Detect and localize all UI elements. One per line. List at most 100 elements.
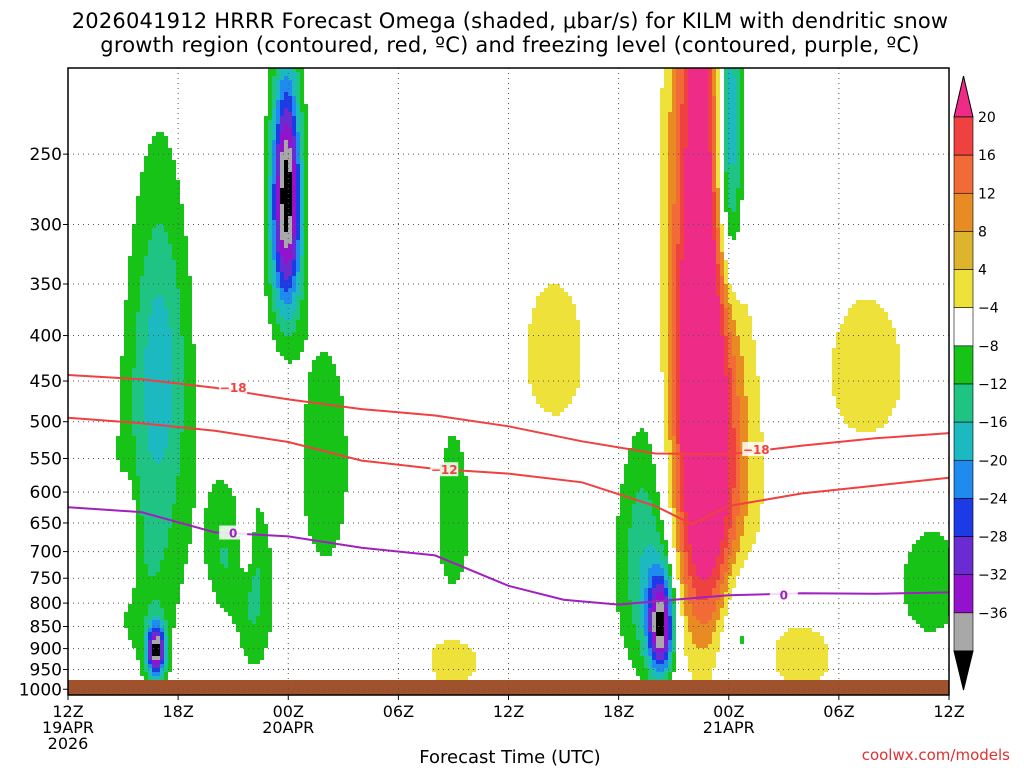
omega-cell [696, 284, 700, 288]
omega-cell [316, 360, 320, 364]
omega-cell [292, 132, 296, 136]
omega-cell [712, 204, 716, 208]
omega-cell [720, 344, 724, 348]
omega-cell [680, 248, 684, 252]
omega-cell [664, 300, 668, 304]
omega-cell [312, 372, 316, 376]
omega-cell [284, 232, 288, 236]
omega-cell [700, 92, 704, 96]
omega-cell [712, 324, 716, 328]
omega-cell [700, 188, 704, 192]
omega-cell [280, 136, 284, 140]
omega-cell [732, 140, 736, 144]
omega-cell [556, 356, 560, 360]
omega-cell [684, 308, 688, 312]
omega-cell [192, 396, 196, 400]
omega-cell [576, 356, 580, 360]
omega-cell [676, 416, 680, 420]
omega-cell [280, 196, 284, 200]
omega-cell [156, 180, 160, 184]
omega-cell [704, 372, 708, 376]
omega-cell [180, 292, 184, 296]
omega-cell [168, 388, 172, 392]
omega-cell [640, 432, 644, 436]
omega-cell [668, 276, 672, 280]
omega-cell [272, 96, 276, 100]
omega-cell [152, 184, 156, 188]
omega-cell [688, 260, 692, 264]
omega-cell [672, 292, 676, 296]
omega-cell [716, 288, 720, 292]
omega-cell [316, 408, 320, 412]
omega-cell [276, 256, 280, 260]
omega-cell [724, 108, 728, 112]
omega-cell [148, 396, 152, 400]
omega-cell [188, 412, 192, 416]
omega-cell [740, 344, 744, 348]
omega-cell [748, 408, 752, 412]
omega-cell [696, 372, 700, 376]
omega-cell [316, 384, 320, 388]
omega-cell [668, 204, 672, 208]
omega-cell [272, 144, 276, 148]
omega-cell [148, 268, 152, 272]
omega-cell [160, 204, 164, 208]
omega-cell [708, 324, 712, 328]
omega-cell [668, 396, 672, 400]
omega-cell [660, 136, 664, 140]
omega-cell [696, 304, 700, 308]
omega-cell [664, 404, 668, 408]
omega-cell [840, 368, 844, 372]
omega-cell [148, 204, 152, 208]
omega-cell [728, 440, 732, 444]
omega-cell [284, 160, 288, 164]
omega-cell [728, 212, 732, 216]
omega-cell [704, 120, 708, 124]
omega-cell [860, 316, 864, 320]
omega-cell [272, 180, 276, 184]
omega-cell [732, 128, 736, 132]
omega-cell [676, 412, 680, 416]
omega-cell [880, 352, 884, 356]
omega-cell [664, 136, 668, 140]
omega-cell [556, 332, 560, 336]
omega-cell [280, 124, 284, 128]
omega-cell [560, 384, 564, 388]
omega-cell [728, 416, 732, 420]
omega-cell [132, 444, 136, 448]
omega-cell [712, 428, 716, 432]
omega-cell [144, 452, 148, 456]
omega-cell [736, 380, 740, 384]
omega-cell [668, 192, 672, 196]
omega-cell [276, 124, 280, 128]
omega-cell [856, 364, 860, 368]
omega-cell [696, 264, 700, 268]
omega-cell [148, 144, 152, 148]
omega-cell [672, 92, 676, 96]
omega-cell [760, 432, 764, 436]
omega-cell [696, 300, 700, 304]
omega-cell [892, 376, 896, 380]
omega-cell [692, 144, 696, 148]
omega-cell [556, 396, 560, 400]
omega-cell [124, 308, 128, 312]
omega-cell [180, 236, 184, 240]
omega-cell [292, 348, 296, 352]
omega-cell [128, 264, 132, 268]
omega-cell [576, 324, 580, 328]
omega-cell [696, 260, 700, 264]
omega-cell [852, 332, 856, 336]
omega-cell [168, 204, 172, 208]
omega-cell [132, 252, 136, 256]
omega-cell [156, 440, 160, 444]
omega-cell [852, 308, 856, 312]
omega-cell [668, 224, 672, 228]
omega-cell [680, 136, 684, 140]
omega-cell [680, 116, 684, 120]
omega-cell [528, 356, 532, 360]
omega-cell [148, 320, 152, 324]
omega-cell [716, 212, 720, 216]
omega-cell [848, 364, 852, 368]
omega-cell [188, 376, 192, 380]
omega-cell [176, 244, 180, 248]
